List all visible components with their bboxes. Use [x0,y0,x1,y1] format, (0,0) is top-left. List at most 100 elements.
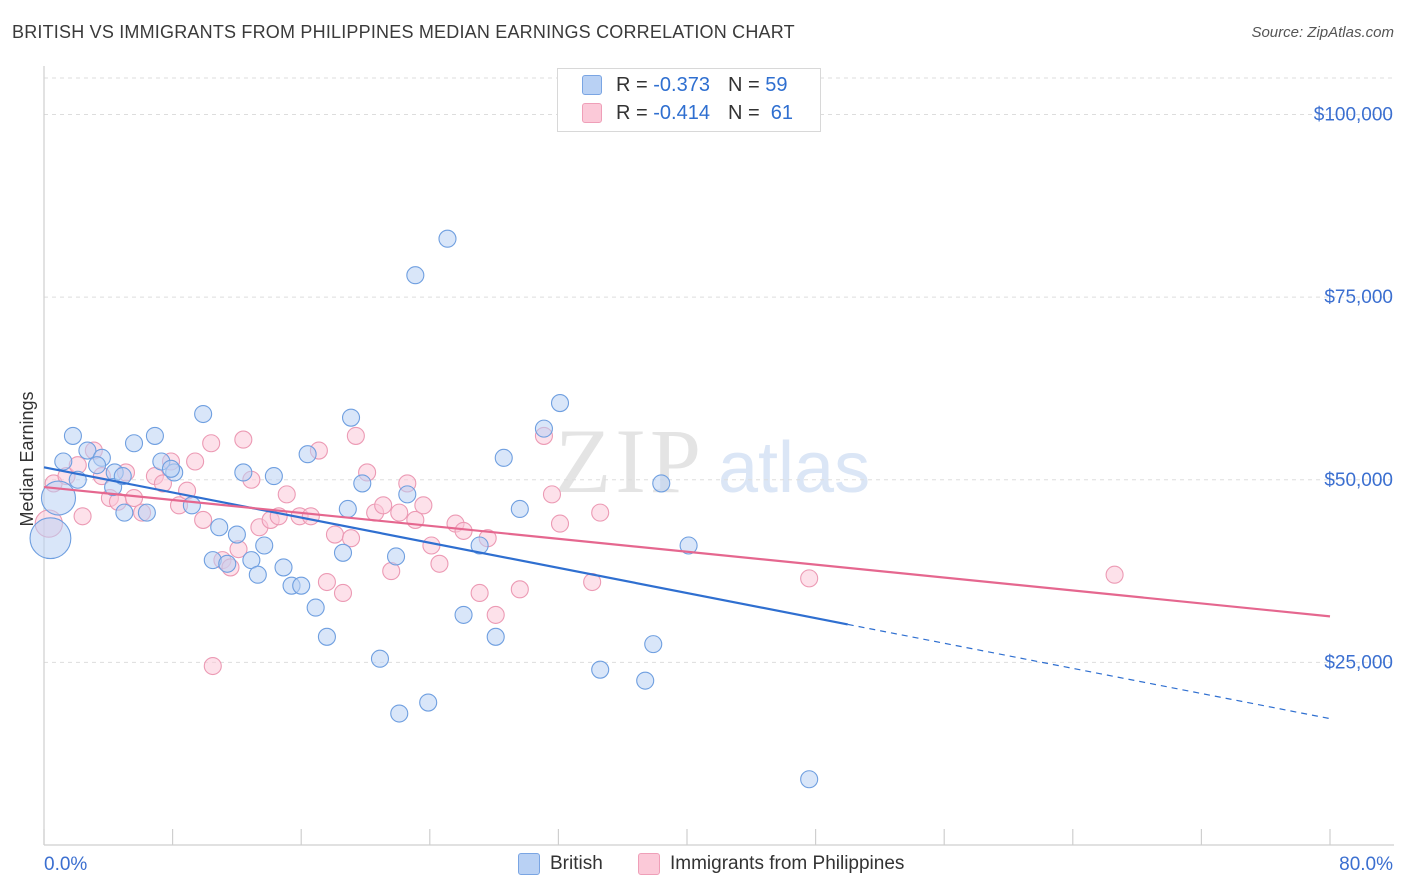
british-point [234,463,253,482]
philippines-point [374,496,393,515]
british-point [370,649,390,668]
british-point [486,627,505,646]
philippines-point [186,452,205,471]
british-point [29,517,72,560]
british-point [470,536,489,555]
british-point [333,543,353,562]
british-point [161,459,181,478]
british-point [438,229,457,248]
british-point [386,547,406,566]
n-label: N = [727,73,760,96]
philippines-point [341,529,361,548]
stats-legend: R = -0.373 N = 59 R = -0.414 N = 61 [557,68,821,132]
british-point [255,536,274,555]
x-tick-label: 80.0% [1339,854,1393,875]
philippines-series-label: Immigrants from Philippines [670,853,905,874]
philippines-point [510,580,529,599]
british-point [494,448,513,467]
british-point [390,704,409,723]
british-trendline-extension [847,623,1331,720]
philippines-r-value: -0.414 [653,101,710,124]
british-point [115,503,134,522]
british-point [54,452,73,471]
british-point [306,598,325,617]
british-point [353,474,372,493]
philippines-point [325,525,345,544]
british-point [124,434,144,453]
philippines-point [234,430,253,449]
source-label: Source: ZipAtlas.com [1251,24,1394,41]
philippines-point [470,583,489,603]
british-point [800,770,819,789]
philippines-point [542,485,562,504]
british-point [145,426,164,445]
british-point [591,660,610,679]
philippines-point [203,656,222,676]
philippines-point [422,536,441,555]
british-trendline [43,466,848,626]
british-point [317,627,336,646]
y-tick-label: $100,000 [1314,105,1393,126]
legend-row-british: R = -0.373 N = 59 [582,72,787,98]
philippines-trendline [43,485,1331,618]
british-point [652,474,671,493]
british-point [78,441,97,460]
x-tick-label: 0.0% [44,854,87,875]
british-point [398,485,417,504]
british-n-value: 59 [765,73,788,96]
y-tick-label: $50,000 [1324,470,1393,491]
british-point [636,671,655,690]
british-point [87,456,107,475]
philippines-point [430,554,449,573]
r-label: R = [616,101,648,124]
british-point [137,503,156,522]
british-point [341,408,361,427]
philippines-swatch [638,853,660,875]
chart-title: BRITISH VS IMMIGRANTS FROM PHILIPPINES M… [12,22,795,42]
british-point [113,467,132,486]
y-tick-label: $25,000 [1324,652,1393,673]
n-label: N = [727,101,760,124]
philippines-point [390,503,409,522]
british-point [227,525,246,544]
british-point [338,499,357,519]
philippines-point [800,569,819,588]
british-point [182,496,201,515]
philippines-point [317,572,336,592]
british-point [274,558,293,577]
legend-row-philippines: R = -0.414 N = 61 [582,100,793,126]
british-point [218,554,237,573]
british-point [40,480,77,516]
british-r-value: -0.373 [653,73,710,96]
british-point [550,394,570,413]
british-swatch [518,853,540,875]
philippines-n-value: 61 [770,101,794,124]
british-point [264,467,283,486]
british-point [248,565,267,584]
british-point [210,518,229,537]
r-label: R = [616,73,648,96]
philippines-point [486,605,505,624]
philippines-point [550,514,570,533]
philippines-point [73,507,92,526]
british-point [406,266,425,285]
british-point [63,426,82,445]
series-legend-british: British [518,850,603,878]
british-point [679,536,698,555]
philippines-point [202,434,221,453]
philippines-point [591,503,610,522]
british-point [419,693,438,712]
british-point [454,605,473,624]
philippines-point [277,485,296,504]
series-legend-philippines: Immigrants from Philippines [638,850,904,878]
y-axis-title: Median Earnings [17,391,37,526]
philippines-point [301,507,320,526]
philippines-point [333,583,353,603]
british-swatch [582,75,602,95]
british-point [510,499,529,519]
watermark-zip: ZIP [555,410,705,512]
british-point [644,635,663,654]
british-series-label: British [550,853,603,874]
philippines-point [346,426,365,445]
